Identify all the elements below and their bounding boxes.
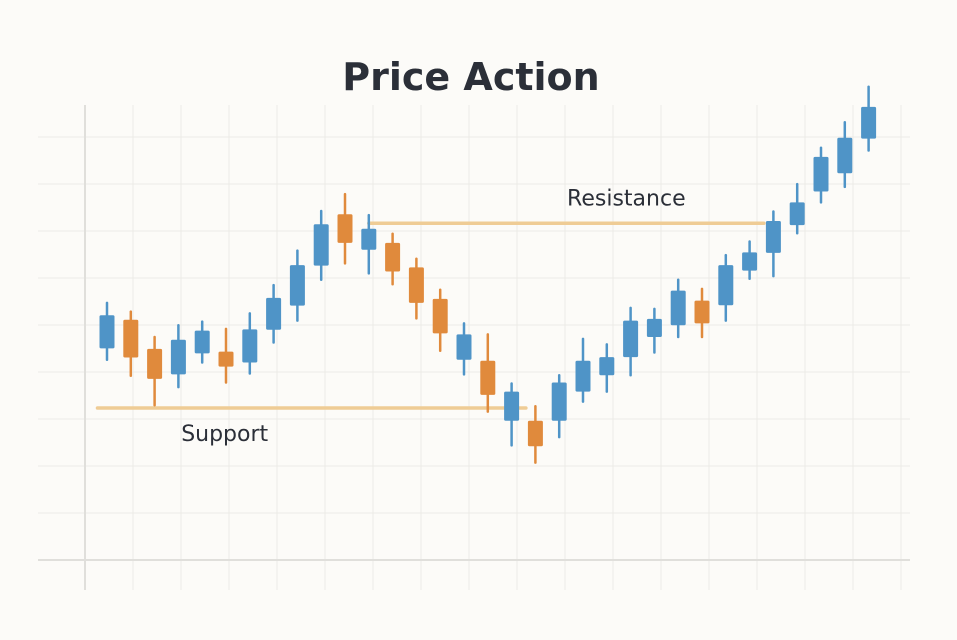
candle-body: [337, 214, 353, 243]
candle-body: [289, 265, 305, 306]
candle-down: [218, 327, 234, 384]
candle-up: [623, 306, 639, 377]
candle-body: [99, 315, 115, 349]
candle-body: [242, 329, 258, 363]
candle-down: [337, 192, 353, 265]
candle-body: [147, 348, 163, 379]
candle-body: [408, 267, 424, 303]
grid: [38, 105, 910, 590]
candle-body: [266, 297, 282, 330]
candle-up: [361, 213, 377, 275]
axes: [38, 105, 910, 590]
candle-body: [504, 391, 520, 421]
candle-body: [599, 357, 615, 376]
candle-up: [313, 209, 329, 281]
candle-body: [527, 420, 543, 447]
support-label: Support: [181, 422, 268, 447]
candle-up: [813, 146, 829, 204]
candle-up: [789, 182, 805, 235]
candle-body: [789, 202, 805, 226]
candle-up: [599, 343, 615, 393]
candle-down: [527, 404, 543, 464]
candle-up: [99, 301, 115, 362]
candle-body: [670, 290, 686, 326]
candle-body: [765, 221, 781, 253]
candle-up: [670, 278, 686, 339]
candle-up: [742, 240, 758, 281]
candle-up: [765, 210, 781, 278]
candle-up: [575, 337, 591, 403]
candle-body: [194, 330, 210, 354]
candle-up: [646, 307, 662, 354]
candle-body: [718, 265, 734, 306]
candle-body: [837, 137, 853, 174]
chart-title: Price Action: [342, 55, 599, 99]
candle-body: [575, 360, 591, 392]
candle-up: [194, 320, 210, 364]
candle-down: [408, 257, 424, 320]
candle-up: [456, 322, 472, 376]
candle-down: [480, 333, 496, 413]
candle-body: [456, 334, 472, 360]
candle-up: [289, 249, 305, 322]
candle-body: [813, 156, 829, 192]
candle-body: [480, 360, 496, 395]
candle-down: [694, 287, 710, 339]
candle-body: [694, 300, 710, 324]
candle-body: [170, 339, 186, 375]
candle-up: [504, 382, 520, 447]
candle-body: [218, 351, 234, 367]
candle-up: [266, 283, 282, 344]
candle-body: [361, 228, 377, 250]
candle-body: [861, 106, 877, 139]
candle-down: [385, 232, 401, 286]
candles: [99, 85, 877, 464]
candle-up: [861, 85, 877, 152]
candle-body: [313, 224, 329, 266]
resistance-label: Resistance: [567, 186, 686, 211]
candle-body: [742, 252, 758, 271]
candle-body: [551, 382, 567, 421]
candle-up: [837, 121, 853, 189]
candle-body: [623, 320, 639, 358]
candle-body: [123, 319, 139, 358]
candle-down: [147, 335, 163, 407]
candle-up: [551, 374, 567, 439]
candle-down: [432, 288, 448, 352]
candle-down: [123, 310, 139, 377]
candle-body: [432, 298, 448, 334]
support-resistance-levels: Support Resistance: [95, 186, 766, 447]
candle-up: [718, 253, 734, 322]
candle-body: [646, 318, 662, 338]
candle-body: [385, 242, 401, 272]
candle-up: [170, 323, 186, 389]
candle-up: [242, 312, 258, 375]
